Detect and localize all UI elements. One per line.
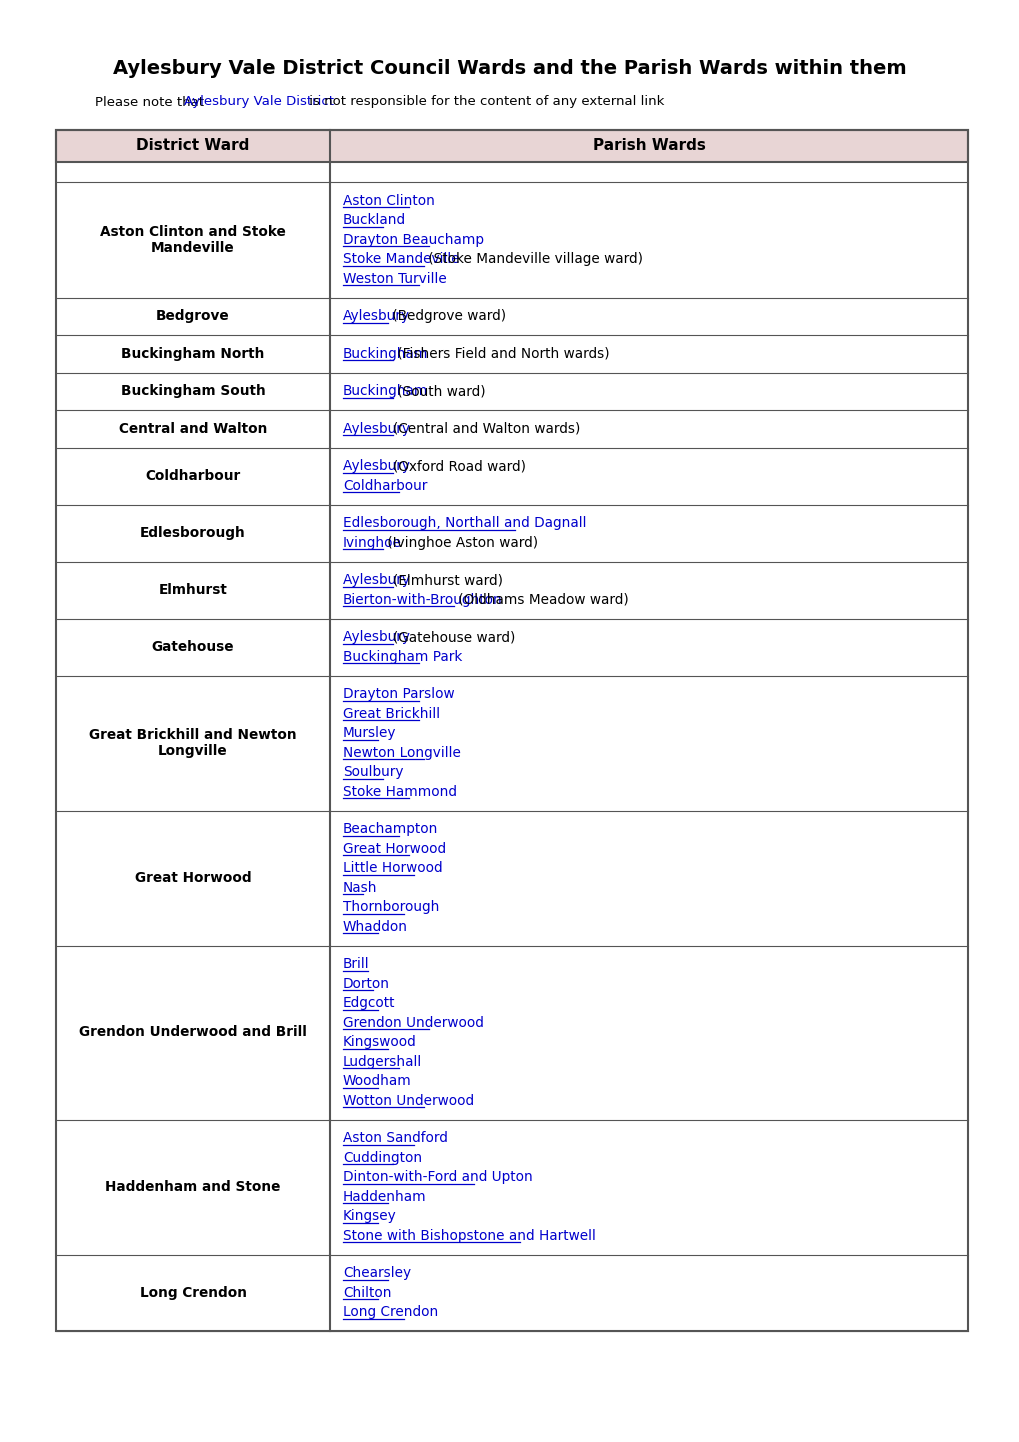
Text: Coldharbour: Coldharbour bbox=[146, 469, 240, 483]
Text: Edlesborough: Edlesborough bbox=[140, 526, 246, 539]
Text: (Oxford Road ward): (Oxford Road ward) bbox=[393, 459, 526, 473]
Text: Long Crendon: Long Crendon bbox=[140, 1286, 247, 1299]
Text: Brill: Brill bbox=[342, 957, 369, 972]
Text: Little Horwood: Little Horwood bbox=[342, 861, 442, 875]
Text: Buckingham: Buckingham bbox=[342, 346, 428, 360]
Text: Buckingham South: Buckingham South bbox=[120, 384, 265, 398]
Text: Buckingham: Buckingham bbox=[342, 384, 428, 398]
Text: (Stoke Mandeville village ward): (Stoke Mandeville village ward) bbox=[423, 252, 642, 267]
Text: Gatehouse: Gatehouse bbox=[152, 640, 234, 655]
Text: Stoke Mandeville: Stoke Mandeville bbox=[342, 252, 460, 267]
Text: (Gatehouse ward): (Gatehouse ward) bbox=[393, 630, 516, 645]
Text: Coldharbour: Coldharbour bbox=[342, 479, 427, 493]
Text: Haddenham and Stone: Haddenham and Stone bbox=[105, 1180, 280, 1194]
Text: (Fishers Field and North wards): (Fishers Field and North wards) bbox=[393, 346, 609, 360]
Text: Great Brickhill and Newton
Longville: Great Brickhill and Newton Longville bbox=[89, 728, 297, 758]
Text: (Oldhams Meadow ward): (Oldhams Meadow ward) bbox=[453, 593, 628, 607]
Text: Aylesbury: Aylesbury bbox=[342, 574, 414, 587]
Text: Edlesborough, Northall and Dagnall: Edlesborough, Northall and Dagnall bbox=[342, 516, 586, 531]
Text: Aylesbury: Aylesbury bbox=[342, 459, 414, 473]
Text: Drayton Beauchamp: Drayton Beauchamp bbox=[342, 232, 484, 247]
Text: Ivinghoe: Ivinghoe bbox=[342, 536, 401, 549]
Text: (Central and Walton wards): (Central and Walton wards) bbox=[393, 421, 580, 435]
Text: Aylesbury: Aylesbury bbox=[342, 421, 414, 435]
Text: Great Horwood: Great Horwood bbox=[342, 842, 445, 855]
Text: Long Crendon: Long Crendon bbox=[342, 1305, 438, 1319]
Text: (Ivinghoe Aston ward): (Ivinghoe Aston ward) bbox=[383, 536, 538, 549]
Text: Kingsey: Kingsey bbox=[342, 1210, 396, 1223]
Text: Bedgrove: Bedgrove bbox=[156, 309, 229, 323]
Text: Dorton: Dorton bbox=[342, 976, 389, 991]
Text: Aylesbury Vale District: Aylesbury Vale District bbox=[184, 95, 334, 108]
Text: Aylesbury: Aylesbury bbox=[342, 630, 414, 645]
Text: Drayton Parslow: Drayton Parslow bbox=[342, 688, 454, 701]
Text: Aston Sandford: Aston Sandford bbox=[342, 1132, 447, 1145]
Text: Buckland: Buckland bbox=[342, 213, 406, 228]
Text: Kingswood: Kingswood bbox=[342, 1035, 417, 1050]
Text: Chilton: Chilton bbox=[342, 1286, 391, 1299]
Text: (Bedgrove ward): (Bedgrove ward) bbox=[388, 309, 506, 323]
Bar bbox=[56, 130, 967, 1331]
Text: Buckingham North: Buckingham North bbox=[121, 346, 264, 360]
Text: Whaddon: Whaddon bbox=[342, 920, 408, 934]
Text: Great Brickhill: Great Brickhill bbox=[342, 707, 439, 721]
Text: Haddenham: Haddenham bbox=[342, 1190, 426, 1204]
Text: Weston Turville: Weston Turville bbox=[342, 271, 446, 286]
Text: Bierton-with-Broughton: Bierton-with-Broughton bbox=[342, 593, 502, 607]
Text: Dinton-with-Ford and Upton: Dinton-with-Ford and Upton bbox=[342, 1171, 532, 1184]
Text: Aston Clinton and Stoke
Mandeville: Aston Clinton and Stoke Mandeville bbox=[100, 225, 285, 255]
Text: Grendon Underwood: Grendon Underwood bbox=[342, 1015, 483, 1030]
Text: Please note that: Please note that bbox=[95, 95, 208, 108]
Text: Chearsley: Chearsley bbox=[342, 1266, 411, 1280]
Text: Stoke Hammond: Stoke Hammond bbox=[342, 784, 457, 799]
Text: (Elmhurst ward): (Elmhurst ward) bbox=[393, 574, 503, 587]
Text: Mursley: Mursley bbox=[342, 727, 396, 740]
Text: Thornborough: Thornborough bbox=[342, 900, 439, 914]
Text: Stone with Bishopstone and Hartwell: Stone with Bishopstone and Hartwell bbox=[342, 1229, 595, 1243]
Text: Wotton Underwood: Wotton Underwood bbox=[342, 1093, 474, 1107]
Text: Nash: Nash bbox=[342, 881, 377, 894]
Text: Elmhurst: Elmhurst bbox=[158, 583, 227, 597]
Bar bbox=[56, 130, 967, 162]
Text: Aylesbury: Aylesbury bbox=[342, 309, 410, 323]
Text: Buckingham Park: Buckingham Park bbox=[342, 650, 462, 663]
Text: Aston Clinton: Aston Clinton bbox=[342, 193, 434, 208]
Text: Grendon Underwood and Brill: Grendon Underwood and Brill bbox=[79, 1025, 307, 1040]
Text: Cuddington: Cuddington bbox=[342, 1151, 422, 1165]
Text: Soulbury: Soulbury bbox=[342, 766, 404, 779]
Text: Ludgershall: Ludgershall bbox=[342, 1054, 422, 1069]
Text: (South ward): (South ward) bbox=[393, 384, 486, 398]
Text: is not responsible for the content of any external link: is not responsible for the content of an… bbox=[305, 95, 663, 108]
Text: Great Horwood: Great Horwood bbox=[135, 871, 251, 885]
Text: Edgcott: Edgcott bbox=[342, 996, 395, 1011]
Text: Parish Wards: Parish Wards bbox=[592, 138, 705, 153]
Text: Beachampton: Beachampton bbox=[342, 822, 438, 836]
Text: Central and Walton: Central and Walton bbox=[118, 421, 267, 435]
Text: Aylesbury Vale District Council Wards and the Parish Wards within them: Aylesbury Vale District Council Wards an… bbox=[113, 59, 906, 78]
Text: Newton Longville: Newton Longville bbox=[342, 746, 461, 760]
Text: Woodham: Woodham bbox=[342, 1074, 412, 1089]
Text: District Ward: District Ward bbox=[137, 138, 250, 153]
